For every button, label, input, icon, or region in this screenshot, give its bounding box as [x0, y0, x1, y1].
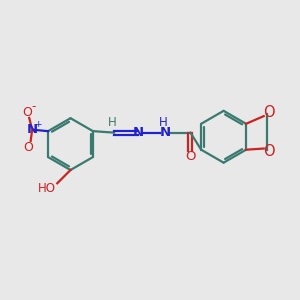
Text: -: -	[31, 100, 35, 112]
Text: H: H	[159, 116, 167, 129]
Text: O: O	[22, 106, 32, 118]
Text: N: N	[160, 126, 171, 139]
Text: +: +	[34, 120, 42, 129]
Text: O: O	[23, 141, 33, 154]
Text: O: O	[185, 150, 196, 163]
Text: N: N	[27, 123, 38, 136]
Text: O: O	[263, 144, 274, 159]
Text: O: O	[263, 105, 274, 120]
Text: N: N	[133, 126, 144, 140]
Text: H: H	[107, 116, 116, 129]
Text: HO: HO	[38, 182, 56, 195]
